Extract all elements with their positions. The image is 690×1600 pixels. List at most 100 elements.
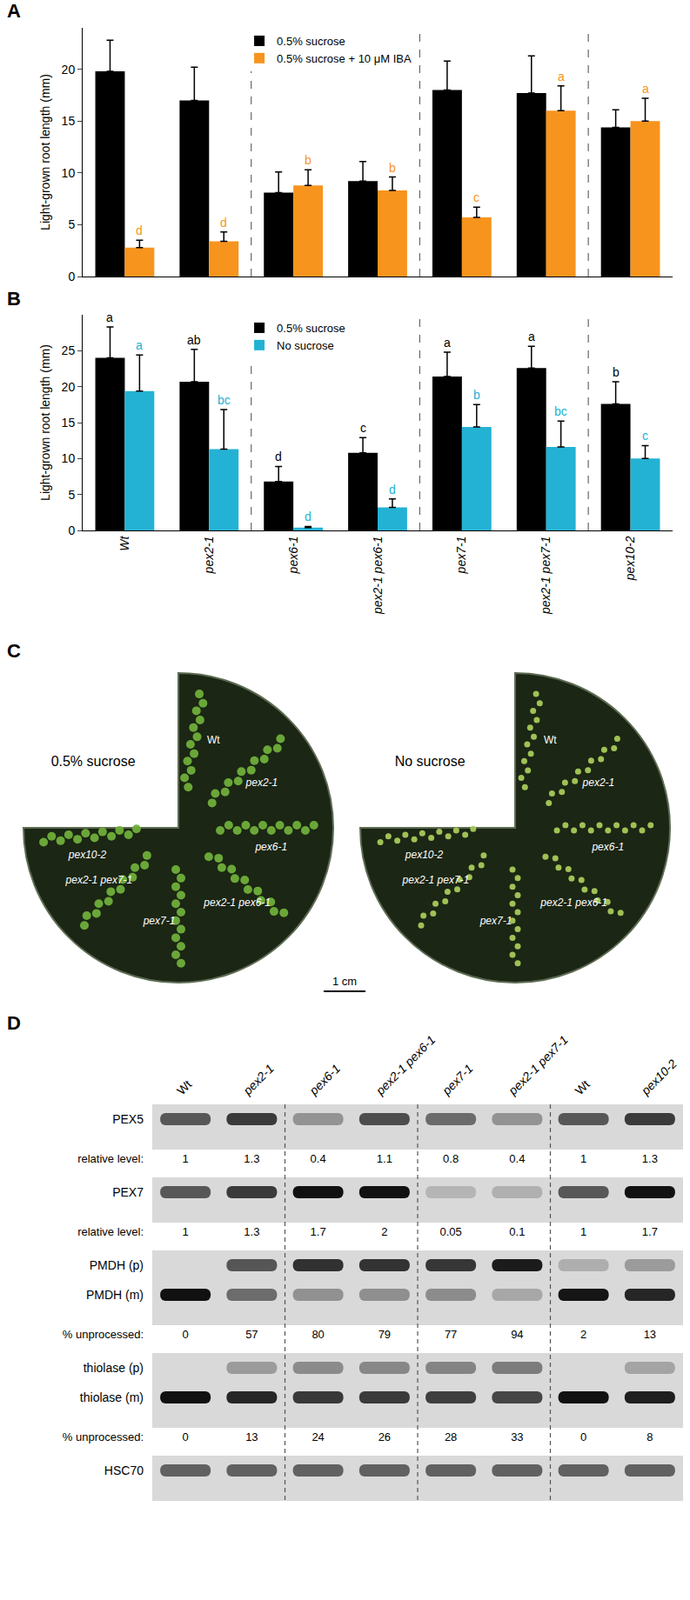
svg-text:Light-grown root length (mm): Light-grown root length (mm) <box>38 344 53 502</box>
svg-text:pex10-2: pex10-2 <box>623 535 637 582</box>
svg-text:0: 0 <box>67 269 75 284</box>
svg-text:a: a <box>642 81 650 96</box>
svg-text:pex7-1: pex7-1 <box>438 1062 476 1099</box>
svg-text:0: 0 <box>67 523 75 538</box>
svg-text:No sucrose: No sucrose <box>395 754 466 770</box>
svg-text:10: 10 <box>61 166 76 181</box>
svg-text:0.5% sucrose: 0.5% sucrose <box>276 321 346 335</box>
svg-text:57: 57 <box>245 1328 258 1342</box>
svg-text:0.5% sucrose: 0.5% sucrose <box>276 34 346 48</box>
svg-text:pex6-1: pex6-1 <box>286 536 301 576</box>
svg-text:77: 77 <box>444 1328 457 1342</box>
svg-text:HSC70: HSC70 <box>104 1464 144 1479</box>
svg-text:1 cm: 1 cm <box>332 975 357 989</box>
svg-text:25: 25 <box>61 343 76 358</box>
svg-text:20: 20 <box>61 62 76 77</box>
svg-text:1.1: 1.1 <box>376 1152 393 1166</box>
svg-text:relative level:: relative level: <box>77 1225 144 1240</box>
svg-text:PMDH (p): PMDH (p) <box>89 1259 144 1273</box>
svg-text:pex7-1: pex7-1 <box>142 915 176 928</box>
svg-text:2: 2 <box>381 1225 388 1240</box>
svg-text:0.4: 0.4 <box>509 1152 525 1166</box>
svg-text:bc: bc <box>217 393 231 408</box>
svg-text:1.3: 1.3 <box>642 1152 658 1166</box>
svg-text:pex2-1: pex2-1 <box>201 536 216 576</box>
svg-text:pex10-2: pex10-2 <box>67 849 108 862</box>
svg-text:c: c <box>360 421 367 436</box>
svg-text:d: d <box>220 215 228 230</box>
svg-text:pex7-1: pex7-1 <box>454 536 469 576</box>
svg-text:0.5% sucrose: 0.5% sucrose <box>51 754 136 770</box>
svg-text:pex2-1 pex6-1: pex2-1 pex6-1 <box>539 897 608 910</box>
svg-text:1: 1 <box>580 1225 587 1240</box>
svg-text:Wt: Wt <box>571 1078 592 1099</box>
svg-text:a: a <box>528 329 536 344</box>
svg-text:PEX7: PEX7 <box>112 1185 144 1200</box>
svg-text:1: 1 <box>580 1152 587 1166</box>
svg-text:33: 33 <box>510 1431 523 1445</box>
svg-text:A: A <box>6 0 21 22</box>
svg-text:B: B <box>6 288 21 310</box>
svg-text:Wt: Wt <box>543 734 557 747</box>
svg-text:24: 24 <box>311 1431 324 1445</box>
svg-text:pex2-1: pex2-1 <box>245 777 279 790</box>
svg-text:2: 2 <box>580 1328 587 1342</box>
svg-text:13: 13 <box>643 1328 657 1342</box>
svg-text:pex6-1: pex6-1 <box>590 841 624 854</box>
svg-text:b: b <box>612 365 620 380</box>
svg-text:26: 26 <box>378 1431 391 1445</box>
svg-text:0.1: 0.1 <box>509 1225 525 1240</box>
svg-text:0: 0 <box>182 1328 189 1342</box>
svg-text:No sucrose: No sucrose <box>276 339 335 353</box>
svg-text:c: c <box>473 190 480 205</box>
svg-text:0: 0 <box>580 1431 587 1445</box>
svg-text:pex2-1 pex7-1: pex2-1 pex7-1 <box>504 1033 570 1099</box>
svg-text:28: 28 <box>444 1431 457 1445</box>
svg-text:1.7: 1.7 <box>642 1225 658 1240</box>
svg-text:% unprocessed:: % unprocessed: <box>62 1431 144 1445</box>
svg-text:ab: ab <box>187 333 201 348</box>
svg-text:0: 0 <box>182 1431 189 1445</box>
svg-text:pex2-1 pex7-1: pex2-1 pex7-1 <box>401 874 470 887</box>
svg-text:5: 5 <box>67 217 75 232</box>
svg-text:d: d <box>135 223 143 238</box>
svg-text:0.4: 0.4 <box>310 1152 327 1166</box>
svg-text:0.5% sucrose + 10 μM IBA: 0.5% sucrose + 10 μM IBA <box>276 52 412 66</box>
svg-text:0.8: 0.8 <box>442 1152 459 1166</box>
svg-text:% unprocessed:: % unprocessed: <box>62 1328 144 1342</box>
svg-text:b: b <box>388 160 396 175</box>
svg-text:pex10-2: pex10-2 <box>404 849 444 862</box>
svg-text:Wt: Wt <box>174 1078 195 1099</box>
svg-text:1.3: 1.3 <box>243 1225 260 1240</box>
svg-text:94: 94 <box>510 1328 523 1342</box>
svg-text:thiolase (m): thiolase (m) <box>80 1391 144 1406</box>
svg-text:relative level:: relative level: <box>77 1152 144 1166</box>
svg-text:pex2-1 pex6-1: pex2-1 pex6-1 <box>372 1033 438 1099</box>
svg-text:15: 15 <box>61 415 76 430</box>
svg-text:pex2-1 pex6-1: pex2-1 pex6-1 <box>370 536 385 617</box>
svg-text:1: 1 <box>182 1152 189 1166</box>
svg-text:a: a <box>557 69 565 84</box>
svg-text:1.3: 1.3 <box>243 1152 260 1166</box>
svg-text:5: 5 <box>67 488 75 503</box>
svg-text:pex2-1 pex7-1: pex2-1 pex7-1 <box>538 536 553 617</box>
svg-text:15: 15 <box>61 113 76 128</box>
svg-text:a: a <box>135 338 143 353</box>
svg-text:d: d <box>304 509 312 524</box>
svg-text:pex2-1 pex6-1: pex2-1 pex6-1 <box>202 897 271 910</box>
svg-text:PEX5: PEX5 <box>112 1112 144 1127</box>
svg-text:1.7: 1.7 <box>310 1225 327 1240</box>
svg-text:b: b <box>473 388 481 402</box>
svg-text:C: C <box>6 640 21 663</box>
svg-text:Wt: Wt <box>207 734 221 747</box>
svg-text:pex2-1 pex7-1: pex2-1 pex7-1 <box>65 874 134 887</box>
svg-text:pex2-1: pex2-1 <box>239 1062 276 1099</box>
svg-text:bc: bc <box>554 404 568 419</box>
svg-text:pex7-1: pex7-1 <box>479 915 513 928</box>
svg-text:0.05: 0.05 <box>439 1225 462 1240</box>
svg-text:pex6-1: pex6-1 <box>306 1062 343 1099</box>
svg-text:10: 10 <box>61 451 76 466</box>
svg-text:thiolase (p): thiolase (p) <box>83 1361 144 1376</box>
svg-text:pex6-1: pex6-1 <box>254 841 288 854</box>
svg-text:a: a <box>443 335 451 350</box>
